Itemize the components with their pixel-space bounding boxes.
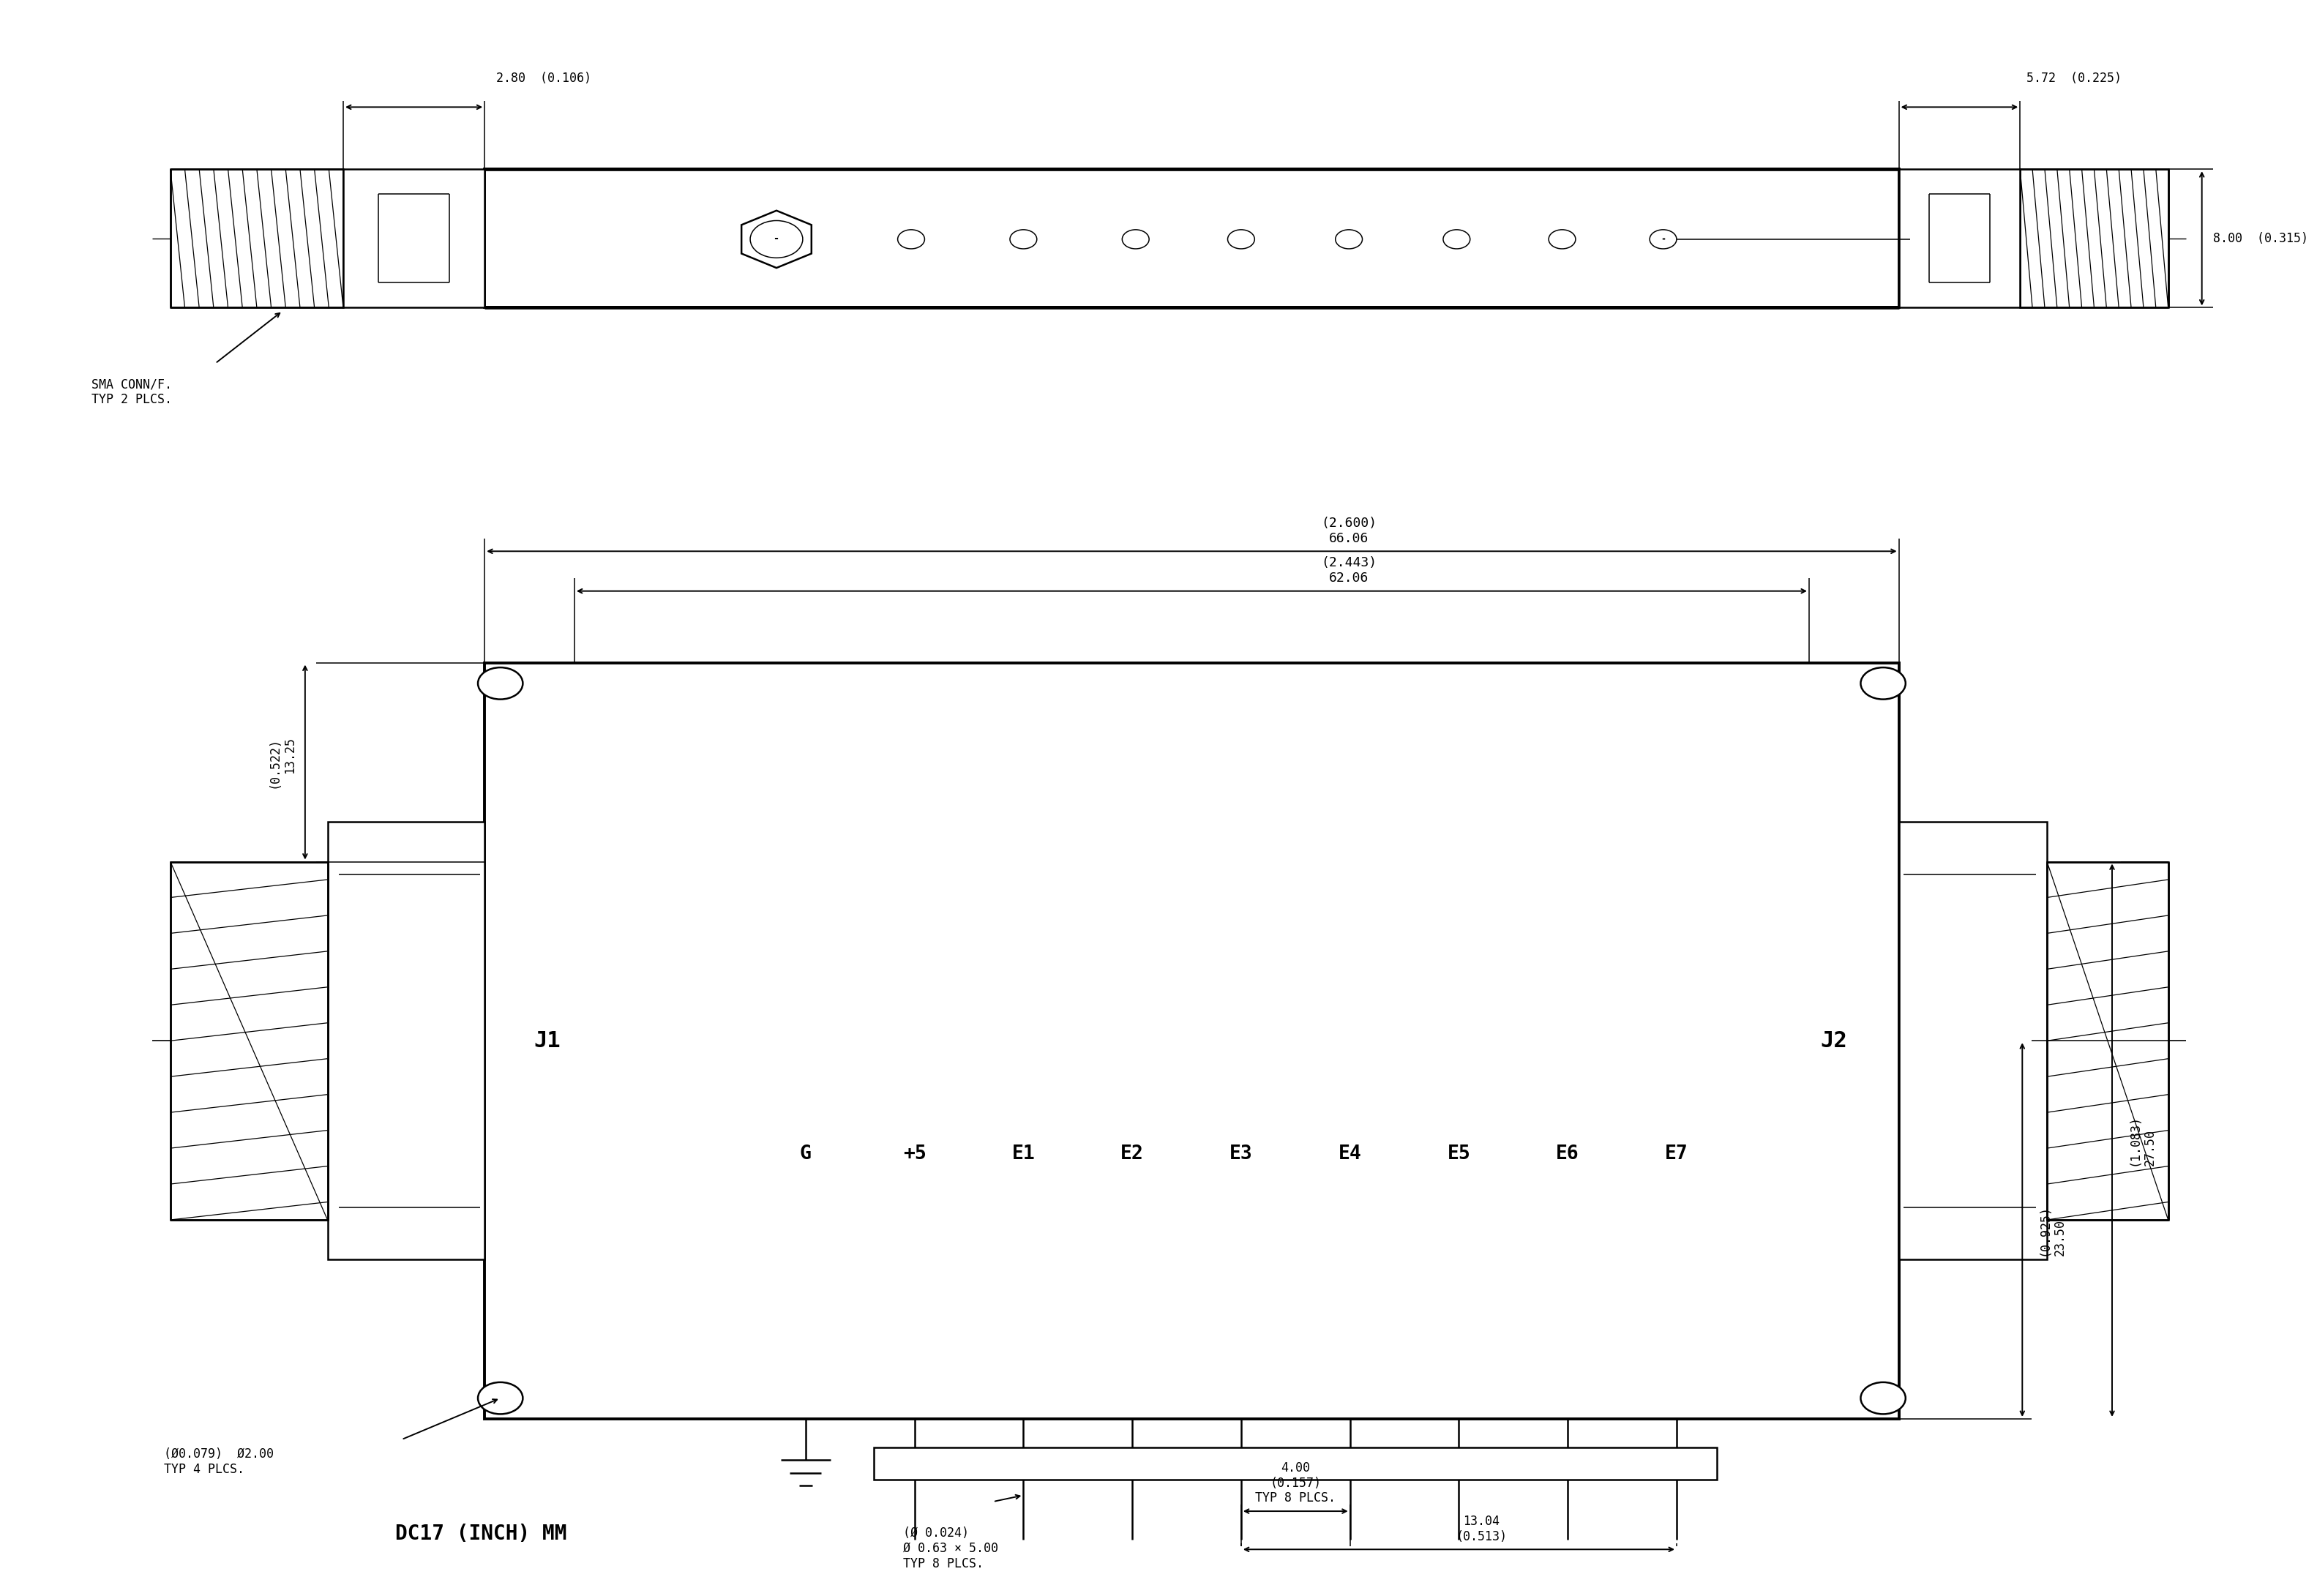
Bar: [484, 169, 1900, 308]
Text: 4.00
(0.157)
TYP 8 PLCS.: 4.00 (0.157) TYP 8 PLCS.: [1256, 1462, 1337, 1505]
Text: 8.00  (0.315): 8.00 (0.315): [2213, 231, 2308, 246]
Circle shape: [1861, 667, 1905, 699]
Text: E2: E2: [1121, 1144, 1145, 1163]
Text: J2: J2: [1821, 1029, 1847, 1052]
Text: 5.72  (0.225): 5.72 (0.225): [2027, 72, 2122, 85]
Bar: [874, 1448, 1717, 1479]
Bar: [484, 662, 1900, 1419]
Text: DC17 (INCH) MM: DC17 (INCH) MM: [394, 1523, 565, 1543]
Circle shape: [477, 667, 524, 699]
Bar: [1900, 822, 2046, 1259]
Text: (Ø 0.024)
Ø 0.63 × 5.00
TYP 8 PLCS.: (Ø 0.024) Ø 0.63 × 5.00 TYP 8 PLCS.: [904, 1526, 999, 1570]
Text: E4: E4: [1339, 1144, 1362, 1163]
Circle shape: [1443, 230, 1469, 249]
Text: E1: E1: [1013, 1144, 1036, 1163]
Bar: [327, 822, 484, 1259]
Text: (2.443)
62.06: (2.443) 62.06: [1321, 557, 1376, 584]
Bar: [2020, 169, 2169, 308]
Circle shape: [751, 220, 802, 259]
Text: +5: +5: [904, 1144, 927, 1163]
Text: (0.925)
23.50: (0.925) 23.50: [2039, 1205, 2067, 1256]
Polygon shape: [741, 211, 811, 268]
Circle shape: [1121, 230, 1149, 249]
Text: E3: E3: [1230, 1144, 1253, 1163]
Text: 2.80  (0.106): 2.80 (0.106): [496, 72, 591, 85]
Bar: [2046, 862, 2169, 1219]
Bar: [1900, 169, 2020, 308]
Text: E6: E6: [1557, 1144, 1580, 1163]
Circle shape: [1548, 230, 1576, 249]
Circle shape: [477, 1382, 524, 1414]
Circle shape: [1010, 230, 1036, 249]
Bar: [171, 862, 327, 1219]
Text: (Ø0.079)  Ø2.00
TYP 4 PLCS.: (Ø0.079) Ø2.00 TYP 4 PLCS.: [165, 1448, 273, 1476]
Text: (1.083)
27.50: (1.083) 27.50: [2127, 1114, 2157, 1167]
Circle shape: [1335, 230, 1362, 249]
Text: G: G: [799, 1144, 811, 1163]
Text: 13.04
(0.513): 13.04 (0.513): [1455, 1515, 1506, 1543]
Text: E7: E7: [1666, 1144, 1689, 1163]
Bar: [171, 169, 343, 308]
Circle shape: [897, 230, 924, 249]
Text: (2.600)
66.06: (2.600) 66.06: [1321, 517, 1376, 544]
Text: (0.522)
13.25: (0.522) 13.25: [269, 737, 297, 788]
Circle shape: [1228, 230, 1253, 249]
Circle shape: [1861, 1382, 1905, 1414]
Text: J1: J1: [533, 1029, 561, 1052]
Circle shape: [1650, 230, 1678, 249]
Bar: [343, 169, 484, 308]
Text: E5: E5: [1448, 1144, 1471, 1163]
Text: SMA CONN/F.
TYP 2 PLCS.: SMA CONN/F. TYP 2 PLCS.: [93, 378, 171, 405]
